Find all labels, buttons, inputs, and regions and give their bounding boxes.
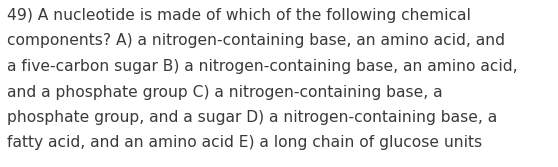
Text: fatty acid, and an amino acid E) a long chain of glucose units: fatty acid, and an amino acid E) a long … <box>7 135 482 150</box>
Text: and a phosphate group C) a nitrogen-containing base, a: and a phosphate group C) a nitrogen-cont… <box>7 85 442 100</box>
Text: a five-carbon sugar B) a nitrogen-containing base, an amino acid,: a five-carbon sugar B) a nitrogen-contai… <box>7 59 518 74</box>
Text: components? A) a nitrogen-containing base, an amino acid, and: components? A) a nitrogen-containing bas… <box>7 34 505 48</box>
Text: 49) A nucleotide is made of which of the following chemical: 49) A nucleotide is made of which of the… <box>7 8 471 23</box>
Text: phosphate group, and a sugar D) a nitrogen-containing base, a: phosphate group, and a sugar D) a nitrog… <box>7 110 497 125</box>
